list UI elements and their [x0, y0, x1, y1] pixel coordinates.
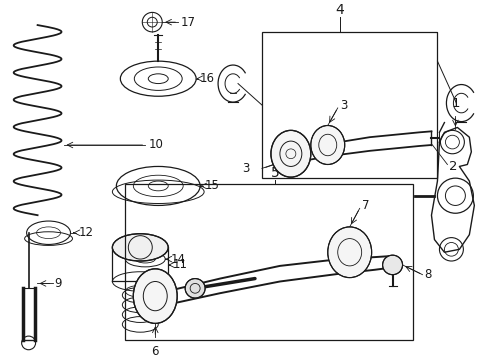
Text: 16: 16 — [200, 72, 215, 85]
Text: 3: 3 — [339, 99, 346, 112]
Text: 5: 5 — [270, 166, 279, 180]
Ellipse shape — [270, 130, 310, 177]
Text: 9: 9 — [55, 277, 62, 290]
Text: 6: 6 — [151, 345, 159, 358]
Text: 15: 15 — [204, 179, 220, 193]
Ellipse shape — [112, 234, 168, 261]
Ellipse shape — [327, 227, 371, 278]
Bar — [125, 184, 412, 340]
Circle shape — [382, 255, 402, 275]
Text: 2: 2 — [448, 160, 457, 173]
Text: 12: 12 — [78, 226, 93, 239]
Text: 3: 3 — [242, 162, 249, 175]
Text: 4: 4 — [335, 4, 344, 17]
Text: 1: 1 — [450, 97, 459, 110]
Text: 8: 8 — [424, 268, 431, 281]
Ellipse shape — [133, 269, 177, 323]
Bar — [262, 32, 437, 178]
Text: 17: 17 — [180, 15, 195, 29]
Text: 7: 7 — [361, 199, 368, 212]
Text: 11: 11 — [172, 258, 187, 271]
Ellipse shape — [310, 126, 344, 165]
Circle shape — [185, 279, 204, 298]
Text: 14: 14 — [170, 253, 185, 266]
Text: 10: 10 — [148, 139, 163, 152]
Text: 13: 13 — [162, 298, 177, 311]
